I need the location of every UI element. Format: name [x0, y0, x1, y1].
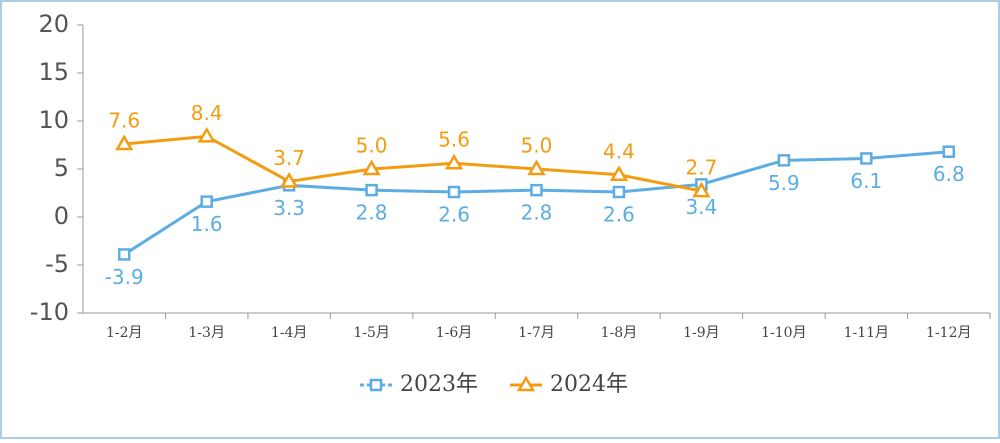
data-label: 1.6 — [191, 212, 223, 236]
data-label: 8.4 — [191, 101, 223, 125]
data-label: 3.3 — [273, 196, 305, 220]
marker — [369, 378, 383, 392]
x-tick-label: 1-12月 — [926, 325, 971, 341]
marker — [692, 181, 711, 198]
data-label: 2.6 — [603, 203, 635, 227]
marker — [516, 375, 536, 392]
marker — [777, 154, 791, 167]
marker — [444, 153, 464, 170]
x-tick-label: 1-10月 — [761, 325, 806, 341]
marker — [860, 152, 873, 165]
legend-label: 2024年 — [550, 372, 628, 397]
y-tick-label: -10 — [30, 298, 69, 326]
data-label: 3.4 — [686, 195, 718, 219]
y-tick-label: -5 — [45, 250, 69, 278]
data-label: 5.6 — [438, 128, 470, 152]
marker — [365, 183, 378, 197]
marker — [527, 159, 546, 176]
data-label: -3.9 — [105, 265, 144, 289]
x-tick-label: 1-4月 — [271, 325, 308, 341]
marker — [117, 248, 131, 261]
marker — [115, 134, 134, 151]
x-tick-label: 1-6月 — [436, 325, 473, 341]
data-label: 5.0 — [356, 134, 388, 158]
x-tick-label: 1-9月 — [683, 325, 720, 341]
y-tick-label: 10 — [38, 106, 69, 134]
marker — [200, 195, 213, 208]
data-label: 5.9 — [768, 171, 800, 195]
data-label: 2.7 — [686, 156, 718, 180]
marker — [447, 185, 461, 199]
series-line — [124, 134, 702, 193]
y-tick-label: 5 — [54, 154, 69, 182]
x-tick-label: 1-5月 — [353, 325, 390, 341]
y-tick-label: 0 — [54, 202, 69, 230]
data-label: 2.8 — [521, 201, 553, 225]
data-label: 4.4 — [603, 139, 635, 163]
x-tick-label: 1-3月 — [188, 325, 225, 341]
x-tick-label: 1-2月 — [106, 325, 143, 341]
data-label: 5.0 — [521, 134, 553, 158]
x-tick-label: 1-7月 — [518, 325, 555, 341]
marker — [530, 183, 543, 197]
data-label: 6.8 — [933, 162, 965, 186]
marker — [197, 126, 216, 143]
data-label: 3.7 — [273, 146, 305, 170]
marker — [279, 171, 299, 188]
data-label: 6.1 — [850, 169, 882, 193]
data-label: 2.6 — [438, 203, 470, 227]
y-tick-label: 15 — [38, 58, 69, 86]
marker — [942, 145, 956, 158]
data-label: 7.6 — [108, 109, 140, 133]
marker — [362, 159, 381, 176]
marker — [609, 165, 629, 182]
marker — [612, 185, 626, 199]
x-tick-label: 1-11月 — [844, 325, 889, 341]
data-label: 2.8 — [356, 201, 388, 225]
legend-label: 2023年 — [400, 372, 478, 397]
x-tick-label: 1-8月 — [601, 325, 638, 341]
y-tick-label: 20 — [38, 10, 69, 38]
